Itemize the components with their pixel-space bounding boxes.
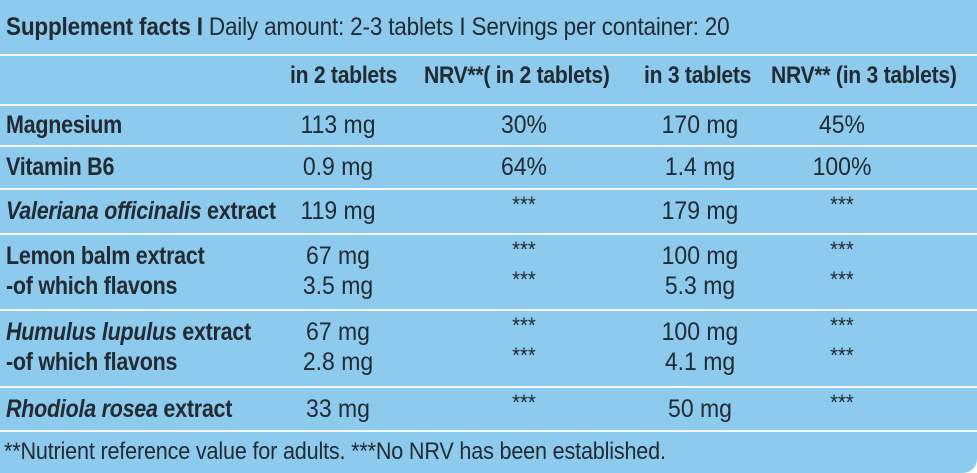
sub-nrv-3-tablets: *** — [830, 267, 854, 292]
servings-per-container: Servings per container: 20 — [471, 13, 730, 41]
amount-3-tablets: 100 mg — [661, 318, 739, 346]
column-header-nrv-2-tablets: NRV**( in 2 tablets) — [424, 62, 610, 89]
divider — [0, 54, 977, 56]
sub-amount-3-tablets: 5.3 mg — [664, 272, 736, 300]
daily-amount: Daily amount: 2-3 tablets — [208, 13, 454, 41]
nrv-3-tablets: *** — [830, 313, 854, 338]
column-header-nrv-3-tablets: NRV** (in 3 tablets) — [771, 62, 957, 89]
column-header-in-3-tablets: in 3 tablets — [644, 62, 752, 89]
nutrient-name: Vitamin B6 — [6, 153, 115, 181]
sub-amount-2-tablets: 2.8 mg — [302, 348, 374, 376]
nrv-3-tablets: *** — [830, 192, 854, 217]
footnote: **Nutrient reference value for adults. *… — [4, 438, 666, 465]
amount-2-tablets: 67 mg — [306, 242, 370, 270]
nrv-3-tablets: 45% — [818, 111, 866, 139]
sub-nutrient-name: -of which flavons — [6, 348, 178, 376]
nrv-2-tablets: *** — [512, 313, 536, 338]
nrv-2-tablets: *** — [512, 192, 536, 217]
header-separator: I — [190, 13, 209, 41]
divider — [0, 309, 977, 311]
nrv-3-tablets: *** — [830, 390, 854, 415]
amount-2-tablets: 119 mg — [300, 197, 376, 225]
sub-amount-3-tablets: 4.1 mg — [664, 348, 736, 376]
amount-2-tablets: 33 mg — [306, 395, 370, 423]
divider — [0, 104, 977, 106]
amount-3-tablets: 1.4 mg — [664, 153, 736, 181]
nrv-3-tablets: *** — [830, 237, 854, 262]
nrv-2-tablets: *** — [512, 237, 536, 262]
header-title: Supplement facts — [6, 13, 191, 41]
nutrient-name: Magnesium — [6, 111, 122, 139]
nutrient-name: Humulus lupulus extract — [6, 318, 251, 346]
divider — [0, 145, 977, 147]
nutrient-name: Valeriana officinalis extract — [6, 197, 276, 225]
sub-amount-2-tablets: 3.5 mg — [302, 272, 374, 300]
nrv-2-tablets: 30% — [500, 111, 548, 139]
amount-2-tablets: 67 mg — [306, 318, 370, 346]
amount-2-tablets: 113 mg — [300, 111, 376, 139]
nutrient-name: Rhodiola rosea extract — [6, 395, 233, 423]
divider — [0, 386, 977, 388]
nutrient-name: Lemon balm extract — [6, 242, 205, 270]
sub-nrv-2-tablets: *** — [512, 267, 536, 292]
divider — [0, 233, 977, 235]
header-separator: I — [453, 13, 472, 41]
amount-3-tablets: 100 mg — [661, 242, 739, 270]
column-header-in-2-tablets: in 2 tablets — [290, 62, 398, 89]
amount-3-tablets: 170 mg — [661, 111, 739, 139]
nrv-3-tablets: 100% — [812, 153, 872, 181]
sub-nrv-3-tablets: *** — [830, 343, 854, 368]
divider — [0, 188, 977, 190]
amount-3-tablets: 179 mg — [661, 197, 739, 225]
header-line: Supplement facts I Daily amount: 2-3 tab… — [6, 13, 730, 42]
sub-nutrient-name: -of which flavons — [6, 272, 178, 300]
amount-3-tablets: 50 mg — [668, 395, 732, 423]
divider — [0, 430, 977, 432]
amount-2-tablets: 0.9 mg — [302, 153, 374, 181]
nrv-2-tablets: 64% — [500, 153, 548, 181]
nrv-2-tablets: *** — [512, 390, 536, 415]
sub-nrv-2-tablets: *** — [512, 343, 536, 368]
